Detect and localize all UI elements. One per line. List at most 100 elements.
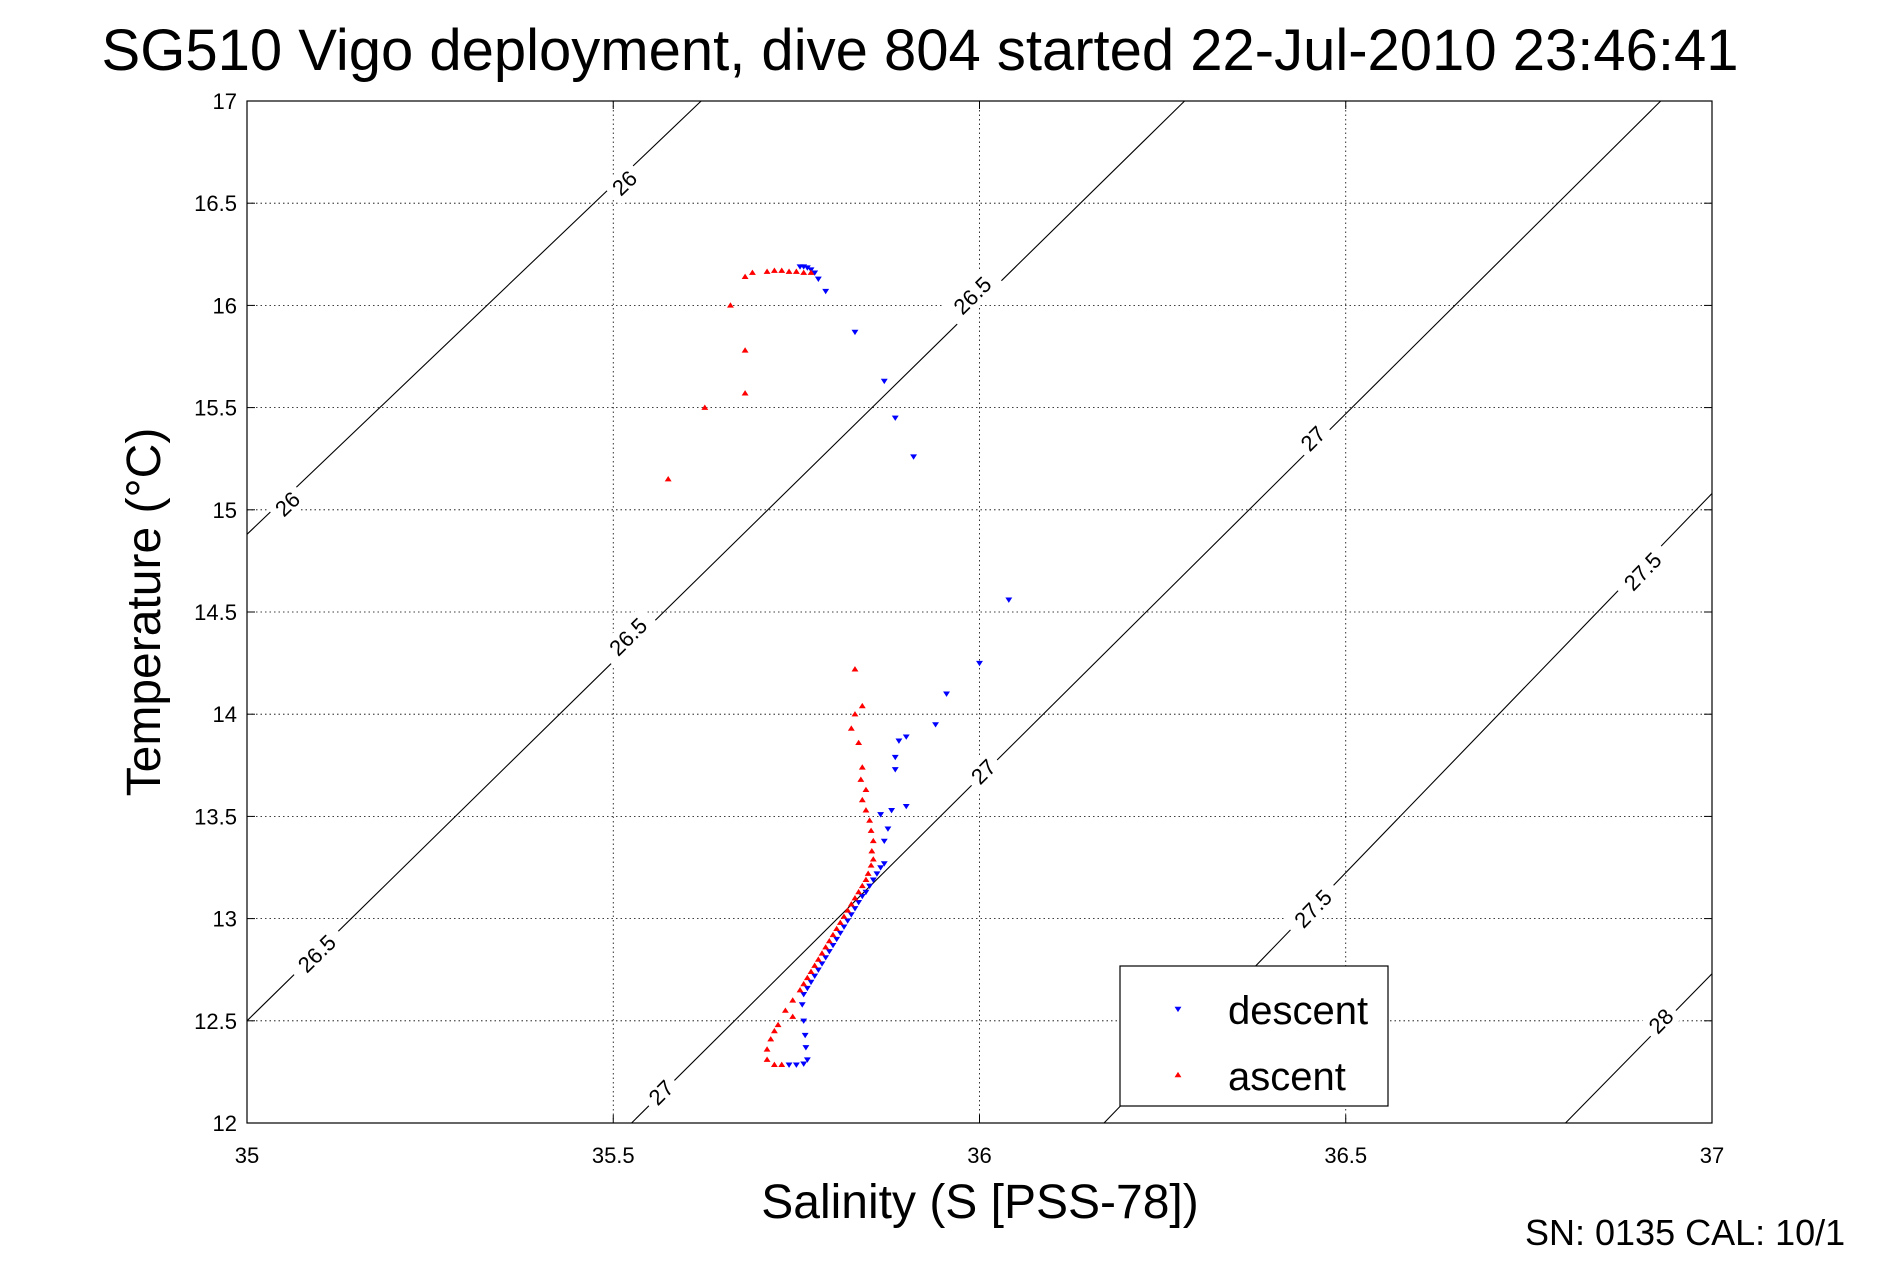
legend-marker-ascent xyxy=(1174,1071,1182,1078)
data-point-descent xyxy=(847,912,855,918)
data-point-descent xyxy=(811,270,819,276)
data-point-ascent xyxy=(825,937,833,944)
data-point-ascent xyxy=(774,1021,782,1028)
data-point-ascent xyxy=(763,1046,771,1052)
x-tick-label: 36.5 xyxy=(1324,1143,1367,1168)
density-contour-line xyxy=(1565,973,1713,1124)
data-point-ascent xyxy=(867,827,875,833)
data-point-ascent xyxy=(833,925,841,932)
data-point-ascent xyxy=(701,404,709,410)
data-point-descent xyxy=(891,767,899,773)
data-point-ascent xyxy=(763,268,771,274)
data-point-descent xyxy=(803,1057,811,1063)
data-point-ascent xyxy=(800,980,808,987)
data-point-ascent xyxy=(770,1061,778,1067)
data-point-ascent xyxy=(847,725,855,731)
data-point-ascent xyxy=(792,268,800,274)
data-point-descent xyxy=(800,1018,808,1024)
legend-marker-descent xyxy=(1174,1006,1182,1013)
y-tick-label: 15 xyxy=(213,498,237,523)
data-point-ascent xyxy=(748,269,756,275)
data-point-ascent xyxy=(858,882,866,889)
contour-label-background xyxy=(1281,877,1344,940)
contour-label-background xyxy=(1290,416,1335,461)
data-point-descent xyxy=(792,1062,800,1068)
data-point-ascent xyxy=(811,962,819,968)
data-point-ascent xyxy=(781,1007,789,1013)
density-contour-line xyxy=(246,100,1185,1022)
data-point-ascent xyxy=(778,1061,786,1067)
serial-calibration-footer: SN: 0135 CAL: 10/1 xyxy=(1525,1212,1845,1253)
data-point-descent xyxy=(800,992,808,998)
data-point-ascent xyxy=(829,931,837,938)
data-point-ascent xyxy=(800,269,808,275)
data-point-ascent xyxy=(851,711,859,717)
data-point-descent xyxy=(851,329,859,336)
data-point-descent xyxy=(829,942,837,949)
data-point-descent xyxy=(877,812,885,818)
data-point-descent xyxy=(807,979,815,986)
data-point-ascent xyxy=(858,702,866,709)
data-point-descent xyxy=(1005,597,1013,603)
legend-marker-descent xyxy=(1174,1006,1182,1013)
data-point-descent xyxy=(873,871,881,877)
data-point-descent xyxy=(976,660,983,667)
legend-marker-ascent xyxy=(1174,1071,1182,1078)
data-point-ascent xyxy=(862,807,870,813)
data-point-ascent xyxy=(778,267,786,273)
data-point-ascent xyxy=(803,974,811,981)
data-point-ascent xyxy=(807,968,815,974)
x-tick-label: 36 xyxy=(967,1143,991,1168)
y-axis-label: Temperature (°C) xyxy=(118,428,171,797)
series-descent xyxy=(785,264,1013,1068)
data-point-descent xyxy=(884,826,892,832)
data-point-ascent xyxy=(858,796,866,803)
data-points xyxy=(664,264,1013,1068)
data-point-descent xyxy=(798,1002,806,1008)
data-point-descent xyxy=(932,722,939,728)
data-point-descent xyxy=(840,924,848,930)
data-point-descent xyxy=(910,454,918,460)
data-point-descent xyxy=(803,985,811,992)
data-point-descent xyxy=(811,973,819,979)
y-tick-label: 13.5 xyxy=(194,804,237,829)
data-point-ascent xyxy=(864,870,872,876)
data-point-ascent xyxy=(796,987,804,993)
data-point-ascent xyxy=(814,956,822,962)
data-point-ascent xyxy=(807,269,815,275)
data-point-descent xyxy=(818,961,826,967)
data-point-descent xyxy=(801,1032,809,1039)
data-point-ascent xyxy=(844,907,852,913)
series-ascent xyxy=(664,267,877,1067)
data-point-ascent xyxy=(664,476,672,482)
data-point-descent xyxy=(880,861,888,867)
density-contour-line xyxy=(631,100,1662,1124)
data-point-ascent xyxy=(818,950,826,956)
data-point-descent xyxy=(855,900,863,906)
data-point-ascent xyxy=(741,390,749,396)
data-point-descent xyxy=(869,877,877,883)
contour-label-background xyxy=(265,481,310,526)
data-point-descent xyxy=(891,754,899,761)
x-tick-label: 35 xyxy=(235,1143,259,1168)
data-point-ascent xyxy=(836,919,844,925)
data-point-ascent xyxy=(869,856,877,862)
data-point-ascent xyxy=(763,1056,771,1062)
y-tick-label: 12.5 xyxy=(194,1009,237,1034)
contour-label-background xyxy=(961,749,1006,794)
data-point-descent xyxy=(888,808,896,814)
data-point-descent xyxy=(862,889,870,896)
data-point-descent xyxy=(822,288,830,295)
data-point-ascent xyxy=(770,267,778,273)
legend-label-descent: descent xyxy=(1228,989,1368,1033)
y-tick-label: 16.5 xyxy=(194,191,237,216)
data-point-descent xyxy=(902,803,910,810)
contour-label-background xyxy=(1638,998,1683,1043)
data-point-ascent xyxy=(840,913,848,919)
x-axis-label: Salinity (S [PSS-78]) xyxy=(761,1176,1198,1229)
contour-label-background xyxy=(940,264,1004,327)
data-point-ascent xyxy=(858,764,866,770)
data-point-descent xyxy=(902,734,910,740)
